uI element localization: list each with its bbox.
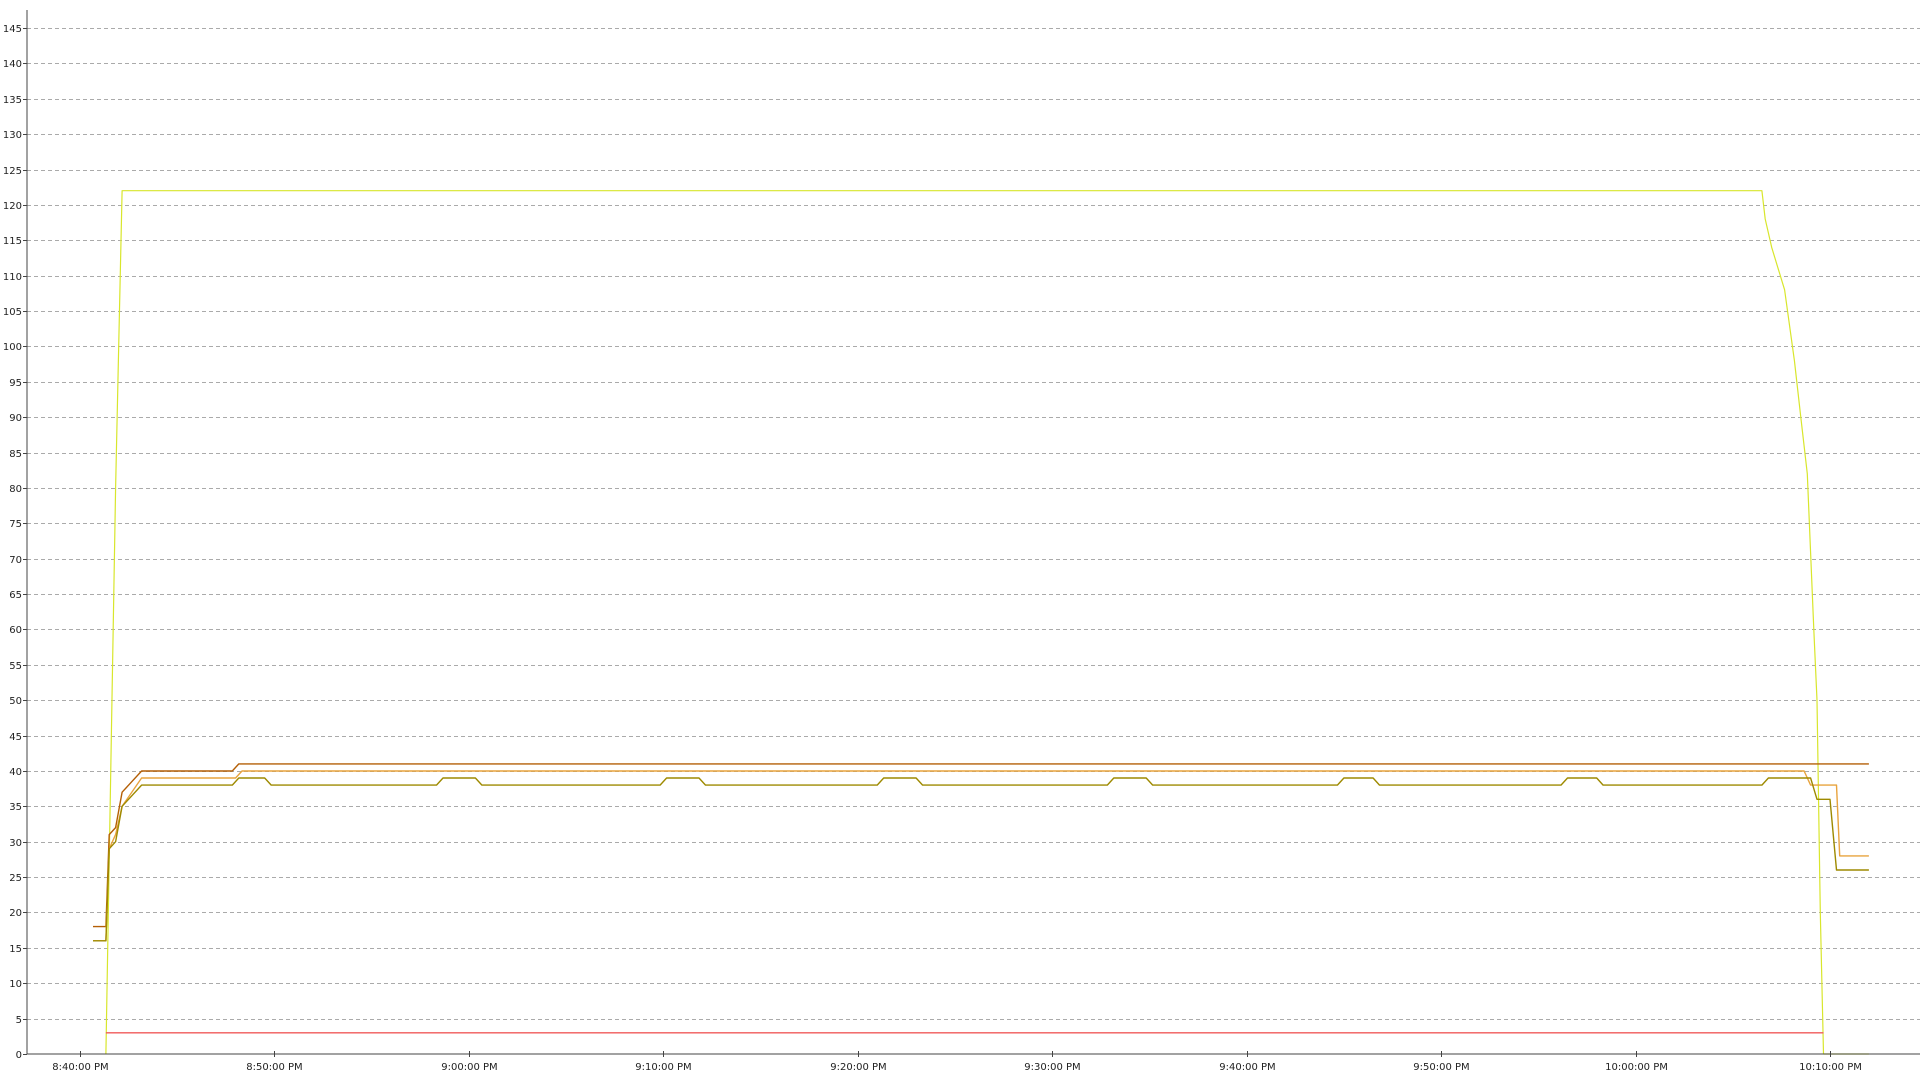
y-tick-label: 5 (16, 1015, 22, 1026)
y-tick-label: 70 (9, 555, 22, 566)
series-line-3 (93, 770, 1869, 942)
y-tick-label: 60 (9, 625, 22, 636)
x-tick-label: 8:40:00 PM (52, 1062, 108, 1073)
y-tick-label: 145 (3, 24, 22, 35)
y-tick-label: 135 (3, 95, 22, 106)
y-axis-ticks: 0 5 10 15 20 25 30 35 40 45 50 55 60 65 70 75 80 85 90 95 10… (3, 24, 27, 1061)
x-tick-label: 9:40:00 PM (1219, 1062, 1275, 1073)
series-line-1 (105, 190, 1869, 1055)
y-tick-label: 20 (9, 908, 22, 919)
y-tick-label: 10 (9, 979, 22, 990)
x-axis-ticks: 8:40:00 PM 8:50:00 PM 9:00:00 PM 9:10:00 PM… (52, 1051, 1862, 1073)
series-line-2 (93, 763, 1869, 928)
y-tick-label: 110 (3, 272, 22, 283)
x-tick-label: 9:20:00 PM (830, 1062, 886, 1073)
y-tick-label: 100 (3, 342, 22, 353)
y-tick-label: 125 (3, 166, 22, 177)
y-tick-label: 130 (3, 130, 22, 141)
grid-lines (27, 28, 1920, 1020)
y-tick-label: 35 (9, 802, 22, 813)
y-tick-label: 80 (9, 484, 22, 495)
y-tick-label: 120 (3, 201, 22, 212)
y-tick-label: 25 (9, 873, 22, 884)
x-tick-label: 9:00:00 PM (441, 1062, 497, 1073)
x-tick-label: 9:30:00 PM (1024, 1062, 1080, 1073)
y-tick-label: 140 (3, 59, 22, 70)
x-tick-label: 10:10:00 PM (1799, 1062, 1862, 1073)
y-tick-label: 85 (9, 449, 22, 460)
y-tick-label: 75 (9, 519, 22, 530)
y-tick-label: 65 (9, 590, 22, 601)
y-tick-label: 30 (9, 838, 22, 849)
y-tick-label: 105 (3, 307, 22, 318)
y-tick-label: 0 (16, 1050, 22, 1061)
x-tick-label: 10:00:00 PM (1605, 1062, 1668, 1073)
y-tick-label: 95 (9, 378, 22, 389)
y-tick-label: 15 (9, 944, 22, 955)
y-tick-label: 55 (9, 661, 22, 672)
series-line-4 (93, 777, 1869, 942)
x-tick-label: 8:50:00 PM (246, 1062, 302, 1073)
y-tick-label: 90 (9, 413, 22, 424)
x-tick-label: 9:10:00 PM (635, 1062, 691, 1073)
chart-series (93, 190, 1869, 1055)
x-tick-label: 9:50:00 PM (1413, 1062, 1469, 1073)
y-tick-label: 115 (3, 236, 22, 247)
y-tick-label: 50 (9, 696, 22, 707)
y-tick-label: 45 (9, 732, 22, 743)
chart-axes (26, 10, 1920, 1055)
y-tick-label: 40 (9, 767, 22, 778)
